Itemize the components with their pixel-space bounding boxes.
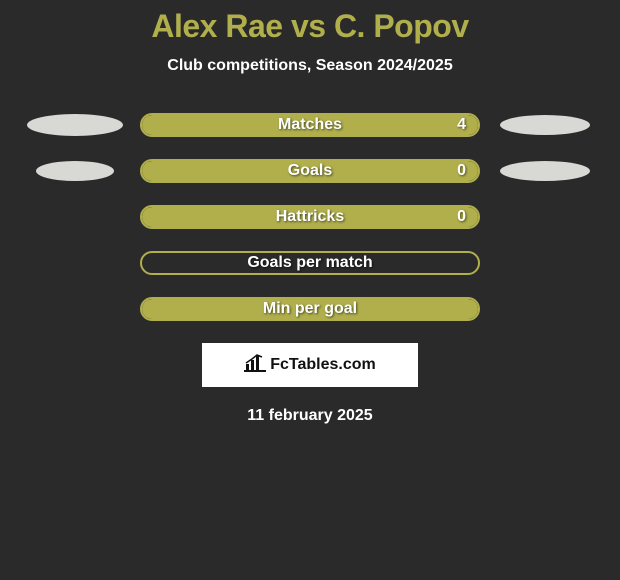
brand-text: FcTables.com xyxy=(270,356,376,374)
stat-row: Goals0 xyxy=(0,159,620,183)
stat-bar: Min per goal xyxy=(140,297,480,321)
stat-row: Matches4 xyxy=(0,113,620,137)
ellipse-icon xyxy=(36,161,114,181)
stat-label: Goals xyxy=(142,161,478,181)
stat-row: Goals per match xyxy=(0,251,620,275)
ellipse-icon xyxy=(27,114,123,136)
page-title: Alex Rae vs C. Popov xyxy=(0,8,620,45)
left-indicator xyxy=(10,251,140,275)
right-indicator xyxy=(480,297,610,321)
stat-label: Hattricks xyxy=(142,207,478,227)
stat-label: Goals per match xyxy=(142,253,478,273)
left-indicator xyxy=(10,297,140,321)
stat-row: Min per goal xyxy=(0,297,620,321)
stat-value: 0 xyxy=(457,161,466,181)
right-indicator xyxy=(480,205,610,229)
right-indicator xyxy=(480,159,610,183)
stat-bar: Matches4 xyxy=(140,113,480,137)
left-indicator xyxy=(10,205,140,229)
date-label: 11 february 2025 xyxy=(0,407,620,425)
stat-bar: Goals per match xyxy=(140,251,480,275)
bar-chart-icon xyxy=(244,354,266,377)
right-indicator xyxy=(480,251,610,275)
stat-bar: Hattricks0 xyxy=(140,205,480,229)
left-indicator xyxy=(10,159,140,183)
stat-bar: Goals0 xyxy=(140,159,480,183)
comparison-widget: Alex Rae vs C. Popov Club competitions, … xyxy=(0,0,620,425)
brand-badge[interactable]: FcTables.com xyxy=(202,343,418,387)
left-indicator xyxy=(10,113,140,137)
ellipse-icon xyxy=(500,115,590,135)
stat-value: 0 xyxy=(457,207,466,227)
stat-label: Matches xyxy=(142,115,478,135)
ellipse-icon xyxy=(500,161,590,181)
stat-rows: Matches4Goals0Hattricks0Goals per matchM… xyxy=(0,113,620,321)
right-indicator xyxy=(480,113,610,137)
stat-label: Min per goal xyxy=(142,299,478,319)
stat-row: Hattricks0 xyxy=(0,205,620,229)
stat-value: 4 xyxy=(457,115,466,135)
subtitle: Club competitions, Season 2024/2025 xyxy=(0,57,620,75)
